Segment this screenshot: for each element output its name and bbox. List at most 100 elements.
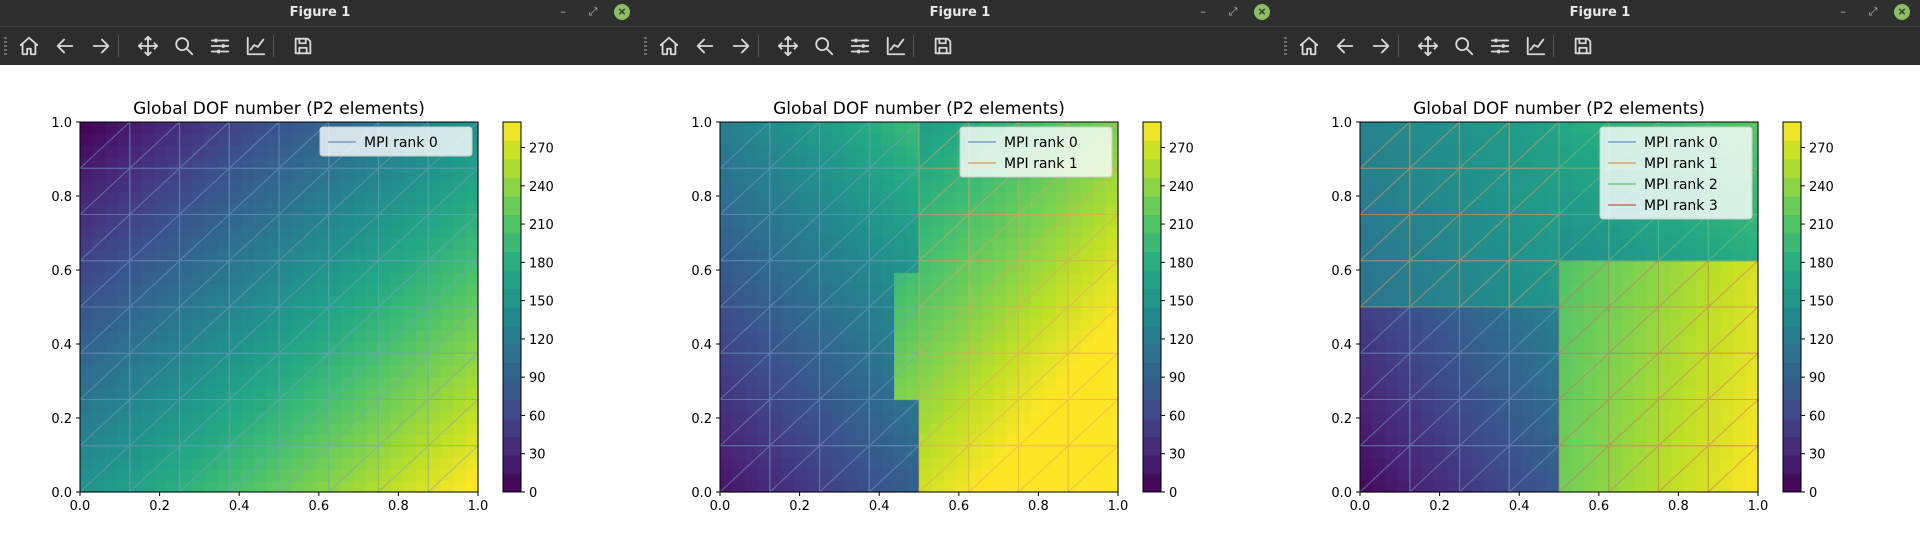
zoom-button[interactable] [809, 31, 839, 61]
minimize-button[interactable]: – [1840, 5, 1846, 18]
heatmap-cell [1434, 307, 1448, 320]
heatmap-cell [1409, 318, 1423, 331]
forward-button[interactable] [86, 31, 116, 61]
home-button[interactable] [1294, 31, 1324, 61]
zoom-button[interactable] [169, 31, 199, 61]
heatmap-cell [1459, 445, 1473, 458]
heatmap-cell [167, 341, 181, 354]
forward-button[interactable] [726, 31, 756, 61]
toolbar-grip[interactable] [644, 37, 647, 55]
edit-axes-button[interactable] [1521, 31, 1551, 61]
heatmap-cell [732, 122, 746, 135]
edit-axes-button[interactable] [241, 31, 271, 61]
back-button[interactable] [50, 31, 80, 61]
heatmap-cell [1360, 237, 1374, 250]
heatmap-cell [1695, 272, 1709, 285]
heatmap-cell [1608, 399, 1622, 412]
heatmap-cell [869, 445, 883, 458]
heatmap-cell [1646, 376, 1660, 389]
heatmap-cell [341, 156, 355, 169]
heatmap-cell [844, 295, 858, 308]
heatmap-cell [428, 445, 442, 458]
pan-button[interactable] [773, 31, 803, 61]
heatmap-cell [1496, 376, 1510, 389]
heatmap-cell [1496, 341, 1510, 354]
minimize-button[interactable]: – [560, 5, 566, 18]
heatmap-cell [1745, 318, 1759, 331]
colorbar-band [1783, 418, 1801, 437]
heatmap-cell [1372, 249, 1386, 262]
heatmap-cell [1571, 480, 1585, 493]
close-button[interactable]: × [1254, 4, 1270, 20]
title-bar[interactable]: Figure 1– ⤢ × [0, 0, 640, 27]
heatmap-cell [894, 307, 908, 320]
subplots-button[interactable] [205, 31, 235, 61]
heatmap-cell [1534, 434, 1548, 447]
heatmap-cell [366, 376, 380, 389]
heatmap-cell [1006, 249, 1020, 262]
minimize-button[interactable]: – [1200, 5, 1206, 18]
back-button[interactable] [690, 31, 720, 61]
maximize-button[interactable]: ⤢ [588, 5, 598, 18]
heatmap-cell [831, 133, 845, 146]
heatmap-cell [1509, 260, 1523, 273]
forward-button[interactable] [1366, 31, 1396, 61]
heatmap-cell [1633, 434, 1647, 447]
heatmap-cell [415, 156, 429, 169]
heatmap-cell [1409, 376, 1423, 389]
save-button[interactable] [288, 31, 318, 61]
back-button[interactable] [1330, 31, 1360, 61]
heatmap-cell [956, 226, 970, 239]
figure-canvas[interactable]: Global DOF number (P2 elements) 0.0 0.2 0.4… [640, 65, 1280, 544]
heatmap-cell [1695, 237, 1709, 250]
maximize-button[interactable]: ⤢ [1228, 5, 1238, 18]
heatmap-cell [1509, 191, 1523, 204]
home-button[interactable] [14, 31, 44, 61]
heatmap-cell [1105, 283, 1119, 297]
save-button[interactable] [928, 31, 958, 61]
title-bar[interactable]: Figure 1– ⤢ × [640, 0, 1280, 27]
pan-button[interactable] [1413, 31, 1443, 61]
heatmap-cell [1733, 434, 1747, 447]
maximize-button[interactable]: ⤢ [1868, 5, 1878, 18]
heatmap-cell [440, 226, 454, 239]
heatmap-cell [1733, 480, 1747, 493]
toolbar-separator [118, 35, 119, 57]
heatmap-cell [366, 226, 380, 239]
heatmap-cell [440, 307, 454, 320]
figure-canvas[interactable]: Global DOF number (P2 elements) 0.0 0.2 0.4… [1280, 65, 1920, 544]
zoom-button[interactable] [1449, 31, 1479, 61]
heatmap-cell [993, 434, 1007, 447]
colorbar-band [1783, 288, 1801, 308]
y-tick-label: 0.0 [1331, 486, 1352, 501]
save-button[interactable] [1568, 31, 1598, 61]
title-bar[interactable]: Figure 1– ⤢ × [1280, 0, 1920, 27]
subplots-button[interactable] [1485, 31, 1515, 61]
edit-axes-button[interactable] [881, 31, 911, 61]
heatmap-cell [378, 468, 392, 482]
colorbar-tick-label: 120 [1169, 333, 1194, 348]
heatmap-cell [1471, 156, 1485, 169]
heatmap-cell [167, 283, 181, 297]
close-button[interactable]: × [614, 4, 630, 20]
toolbar-grip[interactable] [1284, 37, 1287, 55]
colorbar-band [503, 233, 521, 252]
toolbar-grip[interactable] [4, 37, 7, 55]
heatmap-cell [428, 307, 442, 320]
heatmap-cell [1633, 422, 1647, 435]
heatmap-cell [142, 156, 156, 169]
heatmap-cell [968, 376, 982, 389]
subplots-button[interactable] [845, 31, 875, 61]
home-button[interactable] [654, 31, 684, 61]
pan-button[interactable] [133, 31, 163, 61]
heatmap-cell [92, 260, 106, 273]
heatmap-cell [720, 168, 734, 181]
heatmap-cell [757, 457, 771, 470]
heatmap-cell [1384, 445, 1398, 458]
heatmap-cell [80, 353, 94, 366]
figure-canvas[interactable]: Global DOF number (P2 elements) 0.0 0.2 0.4… [0, 65, 640, 544]
heatmap-cell [943, 376, 957, 389]
heatmap-cell [241, 480, 255, 493]
close-button[interactable]: × [1894, 4, 1910, 20]
heatmap-cell [1534, 145, 1548, 158]
